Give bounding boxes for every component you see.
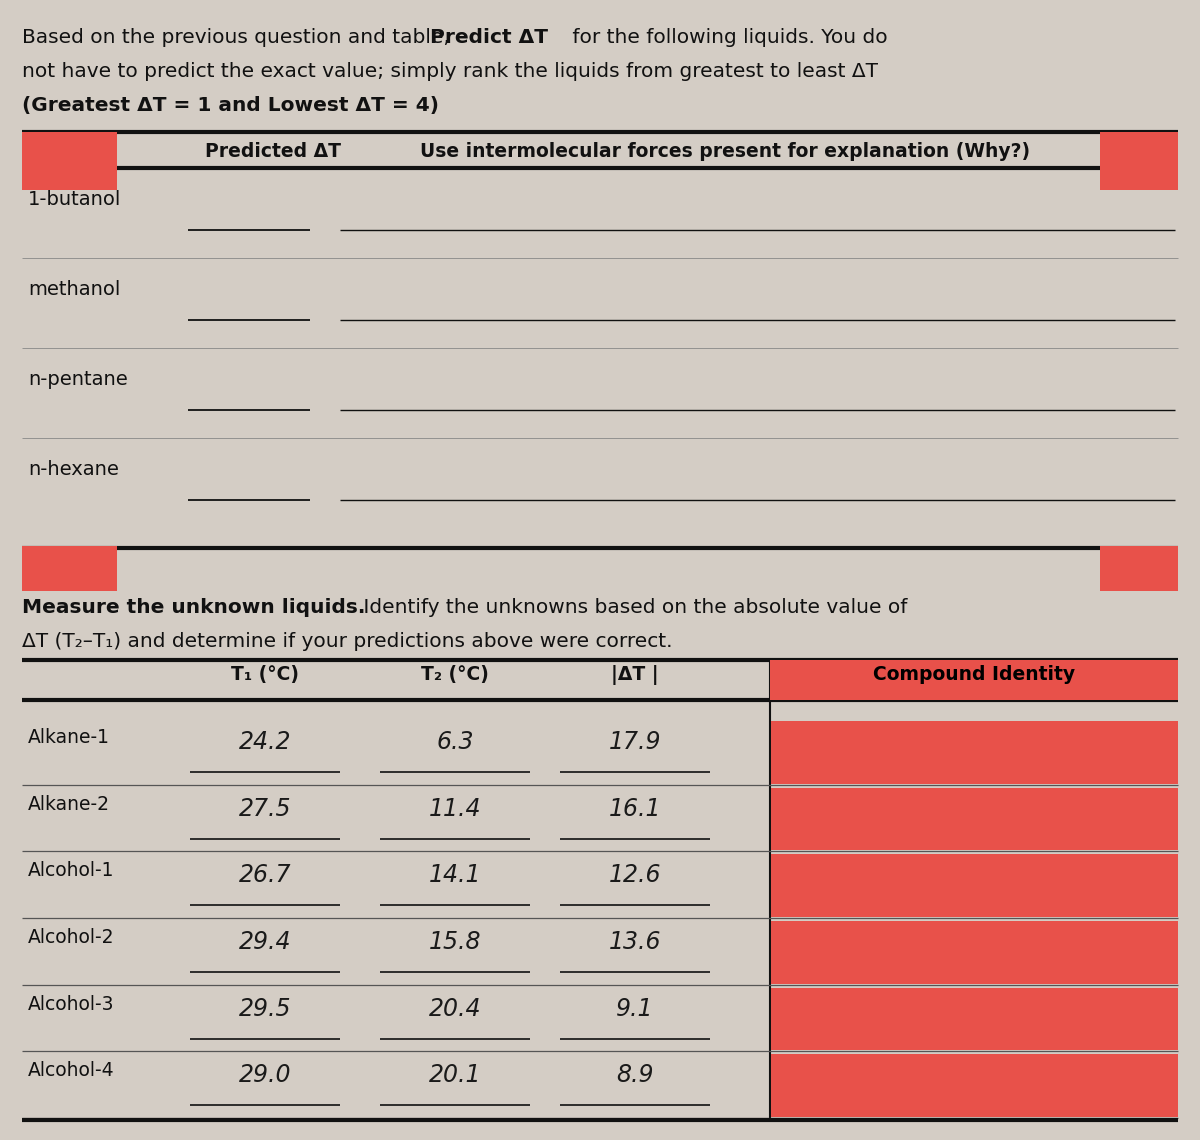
Text: 24.2: 24.2	[239, 730, 292, 754]
Text: Alkane-1: Alkane-1	[28, 728, 110, 747]
Text: for the following liquids. You do: for the following liquids. You do	[566, 28, 888, 47]
Text: 20.1: 20.1	[428, 1064, 481, 1088]
Text: 29.5: 29.5	[239, 996, 292, 1020]
Bar	[772, 987, 1178, 1050]
Bar	[772, 921, 1178, 984]
Text: Alkane-2: Alkane-2	[28, 795, 110, 814]
Bar	[772, 1054, 1178, 1117]
Text: Alcohol-3: Alcohol-3	[28, 995, 114, 1013]
Text: 27.5: 27.5	[239, 797, 292, 821]
Text: Alcohol-1: Alcohol-1	[28, 862, 114, 880]
Text: 14.1: 14.1	[428, 863, 481, 887]
Text: 17.9: 17.9	[608, 730, 661, 754]
Text: T₂ (°C): T₂ (°C)	[421, 665, 488, 684]
Text: 6.3: 6.3	[437, 730, 474, 754]
Text: 11.4: 11.4	[428, 797, 481, 821]
Text: 29.4: 29.4	[239, 930, 292, 954]
Bar	[772, 854, 1178, 917]
Text: 13.6: 13.6	[608, 930, 661, 954]
Text: Alcohol-4: Alcohol-4	[28, 1061, 115, 1081]
Text: 26.7: 26.7	[239, 863, 292, 887]
Text: 12.6: 12.6	[608, 863, 661, 887]
Text: T₁ (°C): T₁ (°C)	[230, 665, 299, 684]
Text: Use intermolecular forces present for explanation (Why?): Use intermolecular forces present for ex…	[420, 142, 1030, 161]
Text: Measure the unknown liquids.: Measure the unknown liquids.	[22, 598, 365, 617]
Text: 8.9: 8.9	[617, 1064, 654, 1088]
Text: 29.0: 29.0	[239, 1064, 292, 1088]
Text: 20.4: 20.4	[428, 996, 481, 1020]
Text: not have to predict the exact value; simply rank the liquids from greatest to le: not have to predict the exact value; sim…	[22, 62, 878, 81]
Text: ΔT (T₂–T₁) and determine if your predictions above were correct.: ΔT (T₂–T₁) and determine if your predict…	[22, 632, 672, 651]
Text: n-hexane: n-hexane	[28, 461, 119, 479]
Bar	[772, 720, 1178, 783]
Text: Based on the previous question and table,: Based on the previous question and table…	[22, 28, 456, 47]
Bar	[772, 788, 1178, 850]
Bar	[22, 132, 118, 190]
Text: Predicted ΔT: Predicted ΔT	[205, 142, 341, 161]
Text: (Greatest ΔT = 1 and Lowest ΔT = 4): (Greatest ΔT = 1 and Lowest ΔT = 4)	[22, 96, 439, 115]
Text: Identify the unknowns based on the absolute value of: Identify the unknowns based on the absol…	[358, 598, 907, 617]
Text: 9.1: 9.1	[617, 996, 654, 1020]
Bar	[1100, 132, 1178, 190]
Text: n-pentane: n-pentane	[28, 370, 127, 389]
Bar	[22, 546, 118, 591]
Bar	[770, 660, 1178, 700]
Text: 16.1: 16.1	[608, 797, 661, 821]
Bar	[1100, 546, 1178, 591]
Text: |ΔT |: |ΔT |	[611, 665, 659, 685]
Text: Compound Identity: Compound Identity	[872, 665, 1075, 684]
Text: Predict ΔT: Predict ΔT	[430, 28, 548, 47]
Text: methanol: methanol	[28, 280, 120, 299]
Text: Alcohol-2: Alcohol-2	[28, 928, 114, 947]
Text: 15.8: 15.8	[428, 930, 481, 954]
Text: 1-butanol: 1-butanol	[28, 190, 121, 209]
